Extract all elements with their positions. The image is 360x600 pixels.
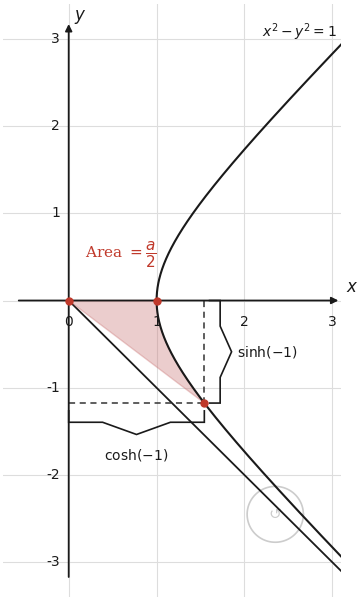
Text: 1: 1 (152, 316, 161, 329)
Text: $x^2 - y^2 = 1$: $x^2 - y^2 = 1$ (262, 21, 337, 43)
Text: -2: -2 (46, 468, 60, 482)
Text: $x$: $x$ (346, 279, 358, 296)
Text: 0: 0 (64, 316, 73, 329)
Text: $y$: $y$ (74, 8, 86, 26)
Text: 2: 2 (51, 119, 60, 133)
Text: ↺: ↺ (269, 507, 282, 522)
Polygon shape (69, 301, 204, 403)
Text: -1: -1 (46, 381, 60, 395)
Text: -3: -3 (46, 556, 60, 569)
Text: 2: 2 (240, 316, 249, 329)
Text: Area $= \dfrac{a}{2}$: Area $= \dfrac{a}{2}$ (85, 240, 156, 270)
Text: 3: 3 (51, 32, 60, 46)
Text: 1: 1 (51, 206, 60, 220)
Text: $\sinh(-1)$: $\sinh(-1)$ (237, 344, 298, 360)
Text: 3: 3 (328, 316, 337, 329)
Text: $\cosh(-1)$: $\cosh(-1)$ (104, 447, 168, 463)
